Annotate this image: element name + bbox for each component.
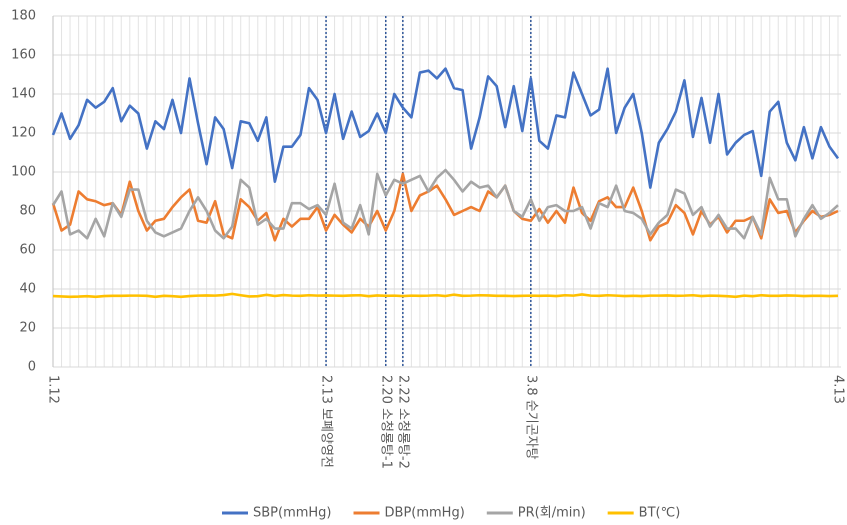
y-tick-label: 60 bbox=[19, 243, 36, 258]
legend-label: BT(℃) bbox=[639, 506, 681, 521]
x-tick-label: 2.22 소청룡탕-2 bbox=[395, 375, 410, 469]
series-line bbox=[52, 292, 839, 299]
y-tick-label: 140 bbox=[11, 87, 36, 102]
series-line bbox=[51, 67, 840, 189]
y-tick-label: 100 bbox=[11, 165, 36, 180]
y-tick-label: 180 bbox=[11, 9, 36, 24]
legend-label: DBP(mmHg) bbox=[385, 506, 465, 521]
y-tick-label: 160 bbox=[11, 48, 36, 63]
x-tick-label: 3.8 순기곤자탕 bbox=[523, 375, 538, 460]
x-tick-label: 1.12 bbox=[46, 375, 61, 404]
legend-label: PR(회/min) bbox=[518, 506, 586, 521]
y-tick-label: 0 bbox=[28, 360, 36, 375]
x-tick-label: 4.13 bbox=[831, 375, 846, 404]
y-tick-label: 120 bbox=[11, 126, 36, 141]
y-tick-label: 20 bbox=[19, 321, 36, 336]
legend: SBP(mmHg) DBP(mmHg) PR(회/min) BT(℃) bbox=[222, 506, 680, 521]
y-tick-label: 80 bbox=[19, 204, 36, 219]
legend-label: SBP(mmHg) bbox=[253, 506, 332, 521]
x-tick-label: 2.13 보폐양영전 bbox=[319, 375, 334, 468]
x-tick-label: 2.20 소청룡탕-1 bbox=[378, 375, 393, 469]
series-line bbox=[51, 168, 839, 240]
y-tick-label: 40 bbox=[19, 282, 36, 297]
